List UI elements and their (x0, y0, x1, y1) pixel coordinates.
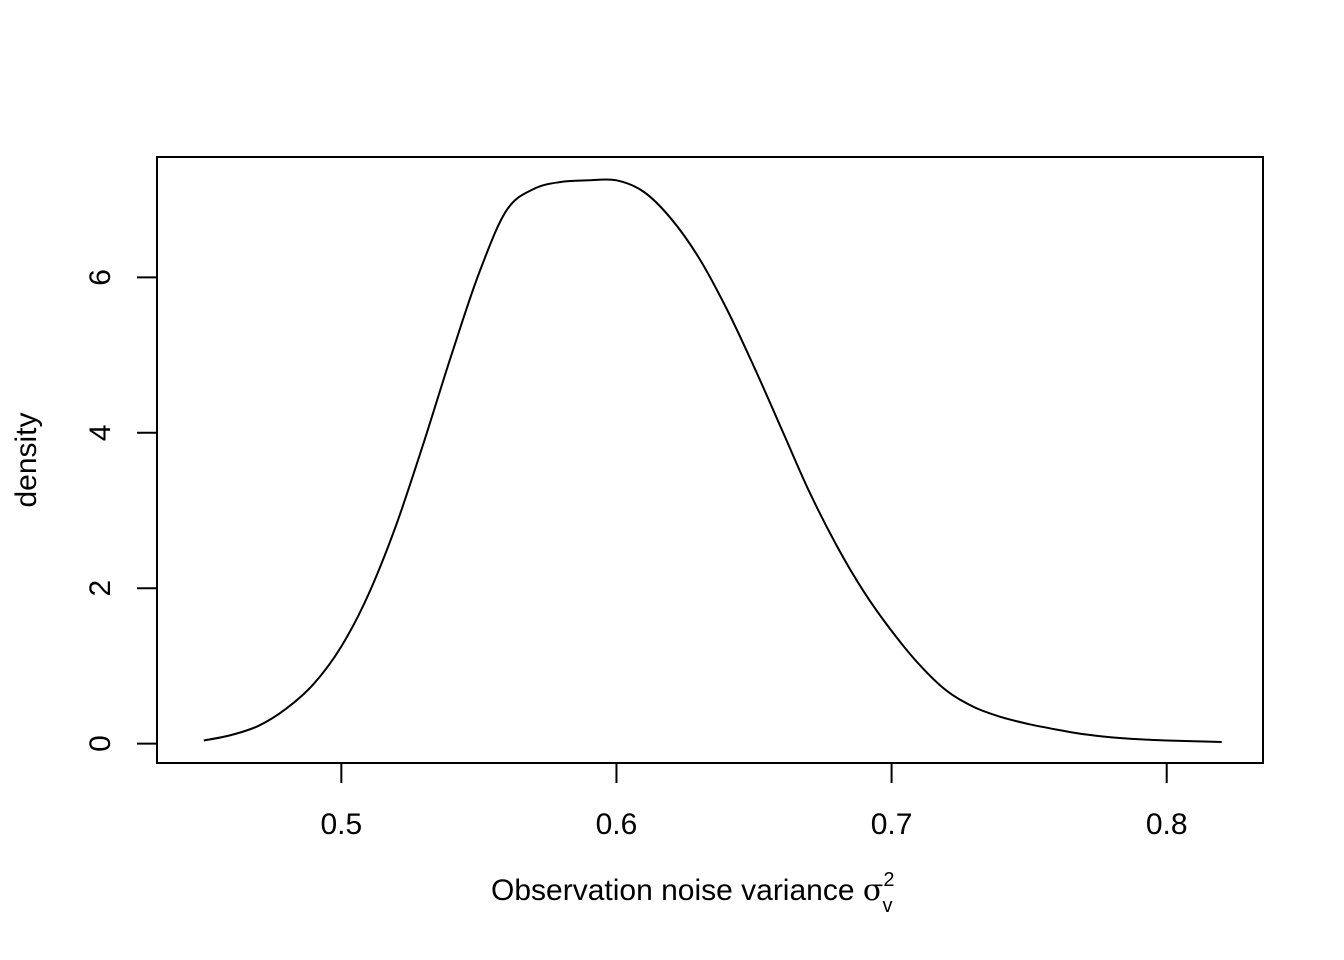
x-tick-label: 0.6 (596, 808, 638, 841)
x-tick-label: 0.7 (871, 808, 913, 841)
x-axis: 0.5 0.6 0.7 0.8 (320, 762, 1188, 841)
x-tick-label: 0.5 (320, 808, 362, 841)
sigma-symbol: σ (863, 873, 883, 908)
sigma-superscript: 2 (883, 869, 894, 891)
sigma-subscript: v (882, 895, 892, 917)
y-tick-label: 2 (84, 580, 117, 597)
y-tick-label: 6 (84, 269, 117, 286)
y-tick-label: 4 (84, 424, 117, 441)
x-axis-label-text: Observation noise variance (491, 874, 863, 907)
y-axis: 0 2 4 6 (84, 269, 158, 752)
density-curve (203, 178, 1222, 743)
x-axis-label: Observation noise variance σ2 v (491, 869, 894, 917)
y-axis-label: density (10, 412, 43, 507)
y-tick-label: 0 (84, 735, 117, 752)
x-tick-label: 0.8 (1146, 808, 1188, 841)
